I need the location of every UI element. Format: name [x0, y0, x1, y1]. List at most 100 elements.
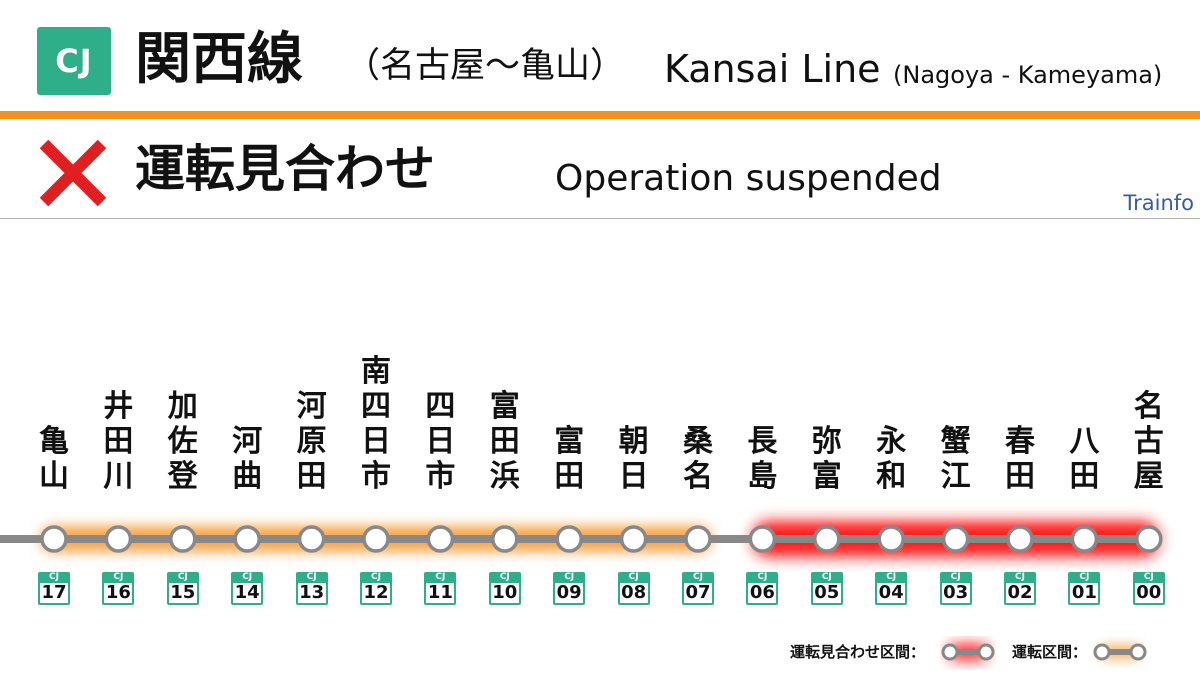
station-name-char: 市 [361, 459, 391, 494]
station-name-char: 弥 [811, 424, 842, 459]
station-number-badge: CJ 13 [295, 572, 328, 605]
status-divider [0, 218, 1200, 219]
station-number-prefix: CJ [435, 572, 446, 582]
station-marker[interactable] [1070, 525, 1099, 553]
station-name: 井田川 [98, 389, 138, 494]
station-marker[interactable] [426, 525, 455, 553]
station-marker[interactable] [941, 525, 970, 553]
station-marker[interactable] [684, 525, 712, 553]
station-number: 08 [619, 582, 648, 603]
station-marker[interactable] [169, 525, 197, 553]
station-number-badge: CJ 04 [875, 572, 908, 605]
station-marker[interactable] [1006, 525, 1034, 553]
station-number-badge: CJ 03 [939, 572, 972, 605]
station-name-char: 田 [554, 459, 585, 494]
station-name-char: 日 [425, 424, 456, 459]
station-name: 河原田 [292, 389, 332, 494]
station-name-char: 田 [1069, 459, 1100, 494]
station-name: 長島 [742, 424, 782, 494]
station-name-char: 四 [361, 389, 391, 424]
station-name-char: 長 [747, 424, 778, 459]
station-name-char: 朝 [618, 424, 649, 459]
station-marker[interactable] [619, 525, 648, 553]
station-name-char: 曲 [232, 459, 263, 494]
line-name-ja: 関西線 [135, 27, 303, 92]
station-marker[interactable] [297, 525, 326, 553]
station-marker[interactable] [233, 525, 261, 553]
station-number-prefix: CJ [950, 572, 961, 582]
station-number-prefix: CJ [499, 572, 510, 582]
station-name-char: 井 [103, 389, 134, 424]
station-marker[interactable] [555, 525, 583, 553]
station-number: 10 [490, 582, 519, 603]
station-name-char: 河 [232, 424, 263, 459]
station-name-char: 川 [103, 459, 134, 494]
station-name-char: 亀 [39, 424, 69, 459]
legend-running-swatch [1093, 643, 1147, 661]
station-marker[interactable] [877, 525, 905, 553]
station-name-char: 桑 [683, 424, 713, 459]
station-marker[interactable] [1135, 525, 1163, 553]
station-number-badge: CJ 08 [617, 572, 650, 605]
station-name-char: 田 [1005, 459, 1035, 494]
station-name-char: 古 [1133, 424, 1164, 459]
station-name-char: 富 [811, 459, 842, 494]
status-text-ja: 運転見合わせ [135, 140, 435, 198]
station-name-char: 田 [296, 459, 327, 494]
station-number-badge: CJ 17 [38, 572, 70, 605]
station-marker[interactable] [104, 525, 133, 553]
station-name-char: 八 [1069, 424, 1100, 459]
station-name: 春田 [1000, 424, 1040, 494]
station-name-char: 名 [683, 459, 713, 494]
station-number-prefix: CJ [1079, 572, 1090, 582]
station-name: 加佐登 [163, 389, 203, 494]
station-number-prefix: CJ [886, 572, 897, 582]
station-number: 00 [1134, 582, 1163, 603]
station-marker[interactable] [748, 525, 777, 553]
station-number-prefix: CJ [1015, 572, 1025, 582]
station-number-prefix: CJ [1143, 572, 1154, 582]
station-number-badge: CJ 10 [488, 572, 521, 605]
header-divider [0, 111, 1200, 119]
station-name-char: 田 [103, 424, 134, 459]
station-name: 八田 [1064, 424, 1104, 494]
station-number: 02 [1006, 582, 1034, 603]
station-marker[interactable] [40, 525, 68, 553]
station-number-prefix: CJ [371, 572, 381, 582]
station-name: 桑名 [678, 424, 718, 494]
station-name: 朝日 [614, 424, 654, 494]
station-name-char: 河 [296, 389, 327, 424]
station-number-badge: CJ 02 [1004, 572, 1036, 605]
station-name-char: 春 [1005, 424, 1035, 459]
station-number-badge: CJ 16 [102, 572, 135, 605]
station-name-char: 永 [876, 424, 907, 459]
station-number-prefix: CJ [757, 572, 768, 582]
station-name-char: 登 [167, 459, 198, 494]
line-section-en: (Nagoya - Kameyama) [893, 61, 1163, 89]
line-section-ja: （名古屋〜亀山） [345, 46, 626, 86]
station-name-char: 南 [361, 354, 391, 389]
station-number: 09 [555, 582, 584, 603]
station-name-char: 山 [39, 459, 69, 494]
line-badge: CJ [37, 27, 111, 95]
station-name-char: 市 [425, 459, 456, 494]
station-name: 富田浜 [485, 389, 525, 494]
station-name: 南四日市 [356, 354, 396, 494]
station-number-prefix: CJ [821, 572, 832, 582]
station-number: 16 [104, 582, 133, 603]
station-number-prefix: CJ [242, 572, 253, 582]
station-name-char: 富 [489, 389, 520, 424]
station-number-prefix: CJ [306, 572, 317, 582]
station-name-char: 富 [554, 424, 585, 459]
station-marker[interactable] [491, 525, 519, 553]
line-name-en: Kansai Line [664, 47, 881, 91]
legend-running-label: 運転区間： [1012, 643, 1088, 661]
station-name: 名古屋 [1129, 389, 1169, 494]
station-name: 四日市 [420, 389, 460, 494]
station-name-char: 加 [167, 389, 198, 424]
station-number: 07 [684, 582, 712, 603]
station-name-char: 屋 [1133, 459, 1164, 494]
station-marker[interactable] [813, 525, 841, 553]
legend-suspended-swatch [941, 643, 995, 661]
station-marker[interactable] [362, 525, 390, 553]
